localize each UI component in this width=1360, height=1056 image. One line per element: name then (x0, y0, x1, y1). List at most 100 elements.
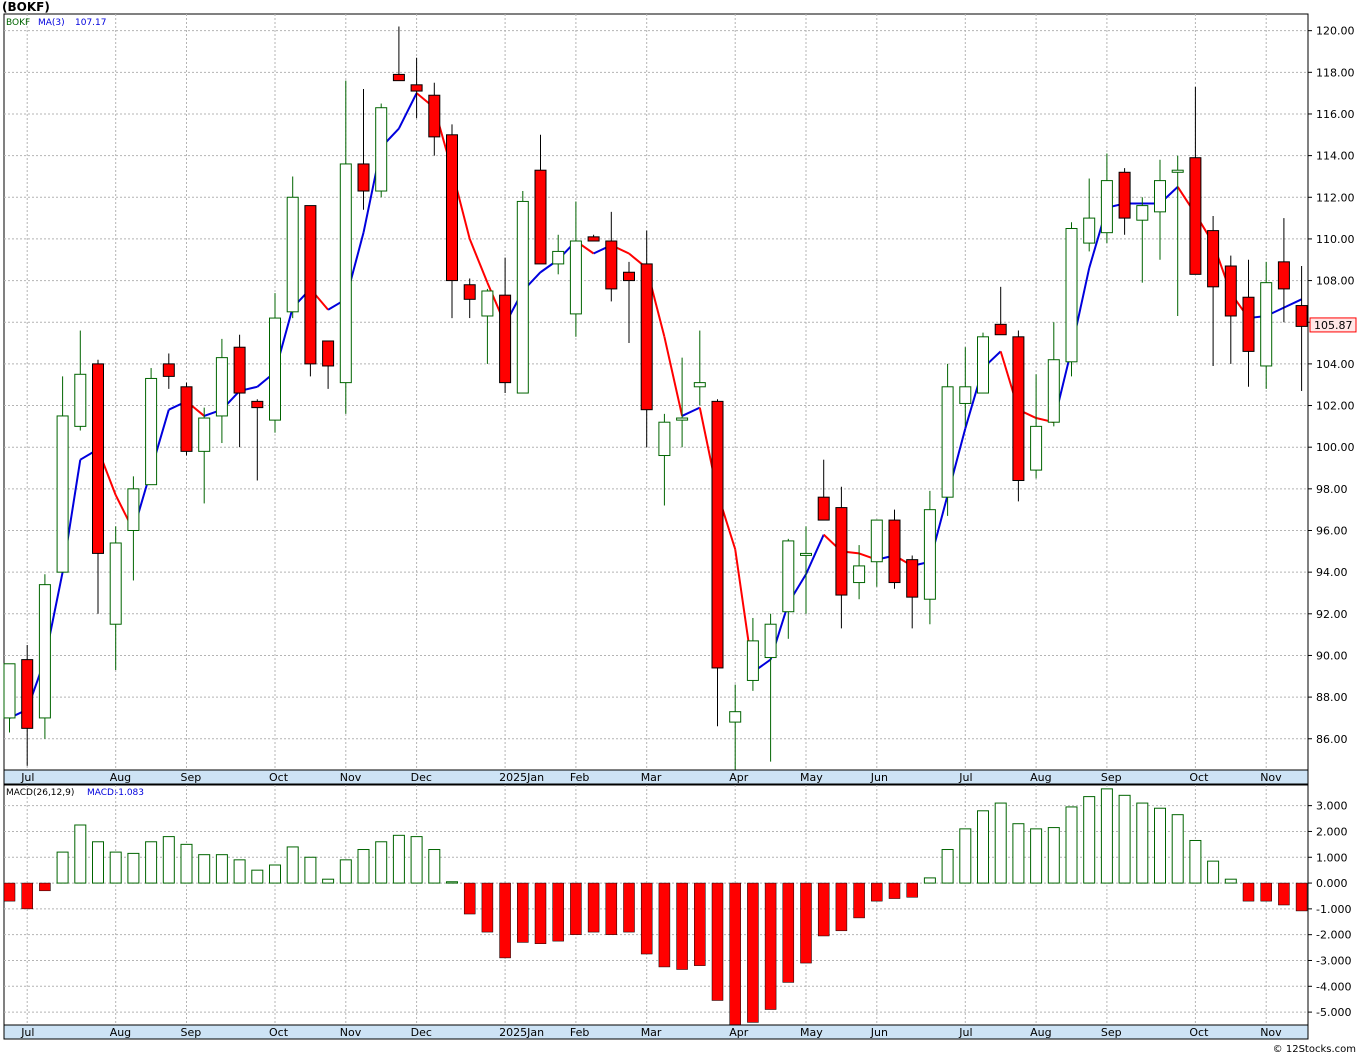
macd-month-band (3, 1024, 1309, 1040)
macd-grid (4, 785, 1308, 1025)
candle-body (392, 73, 405, 82)
candle-body (941, 386, 954, 498)
price-month-band (3, 769, 1309, 785)
candle-body (251, 400, 264, 409)
macd-bar (977, 810, 989, 884)
candle-body (1207, 230, 1220, 288)
price-tick-label: 104.00 (1316, 358, 1355, 371)
candle (711, 399, 724, 727)
macd-bar (74, 824, 87, 884)
month-label: Aug (110, 771, 131, 784)
macd-bar (269, 864, 281, 884)
candle-body (853, 565, 866, 584)
candle-body (1242, 296, 1255, 352)
macd-bar (1260, 882, 1272, 902)
macd-bar (1030, 828, 1043, 884)
candle-body (994, 323, 1007, 336)
month-label: May (800, 1026, 823, 1039)
candle (38, 574, 51, 739)
candle-body (269, 317, 281, 421)
macd-bar (1242, 882, 1255, 902)
macd-tick-label: -3.000 (1316, 954, 1351, 967)
price-tick-label: 118.00 (1316, 66, 1355, 79)
macd-tick-label: -1.000 (1316, 903, 1351, 916)
macd-tick-label: 3.000 (1316, 800, 1348, 813)
macd-tick-label: 0.000 (1316, 877, 1348, 890)
candle (569, 201, 582, 337)
candle-body (463, 284, 476, 300)
candle (304, 205, 317, 377)
candle-body (623, 271, 635, 282)
candle (746, 617, 759, 691)
candle (1100, 153, 1113, 244)
candle (392, 26, 405, 82)
candle (888, 509, 901, 589)
candle (1224, 255, 1237, 364)
ma-segment (663, 336, 684, 417)
macd-bar (711, 882, 724, 1001)
candle (1065, 222, 1078, 377)
candle-body (92, 363, 104, 554)
candle (410, 57, 423, 119)
candle (959, 347, 972, 427)
price-tick-label: 86.00 (1316, 733, 1348, 746)
ma-segment (681, 406, 701, 417)
macd-bar (1083, 796, 1096, 884)
price-tick-label: 114.00 (1316, 150, 1355, 163)
candle-body (38, 584, 51, 719)
candle-body (198, 417, 211, 452)
month-label: Oct (1189, 1026, 1209, 1039)
macd-bar (21, 882, 33, 910)
macd-bar (127, 852, 140, 884)
macd-bar (994, 802, 1007, 884)
month-label: Sep (181, 1026, 202, 1039)
candle-body (746, 640, 759, 681)
legend-ma-value: 107.17 (75, 18, 107, 28)
candle-body (1171, 169, 1184, 173)
candle-body (516, 200, 529, 394)
candle-body (21, 659, 34, 729)
macd-bar (3, 882, 16, 902)
candle-body (534, 169, 547, 265)
candle (162, 353, 175, 389)
candle-body (693, 382, 706, 388)
candle-body (1030, 425, 1043, 471)
month-label: Dec (411, 771, 432, 784)
price-tick-label: 100.00 (1316, 441, 1355, 454)
candle-body (56, 415, 69, 573)
price-tick-label: 98.00 (1316, 483, 1348, 496)
price-tick-label: 92.00 (1316, 608, 1348, 621)
macd-bar (109, 851, 122, 884)
candle (658, 413, 671, 506)
month-label: Dec (411, 1026, 432, 1039)
candle (552, 234, 565, 275)
candle (817, 459, 830, 521)
month-label: Nov (1260, 771, 1282, 784)
macd-tick-label: -5.000 (1316, 1006, 1351, 1019)
candle (676, 357, 689, 448)
macd-bar (517, 882, 529, 943)
month-label: Apr (729, 771, 749, 784)
macd-bar (694, 882, 706, 966)
month-label: 2025Jan (499, 1026, 544, 1039)
month-label: Jul (958, 771, 972, 784)
month-label: Jul (20, 771, 34, 784)
candle-body (446, 134, 458, 282)
candle-body (1083, 217, 1096, 244)
candlesticks (3, 26, 1308, 770)
last-price-box (1309, 317, 1357, 333)
candle-body (1136, 205, 1149, 221)
macd-bar (1207, 860, 1220, 884)
candle (428, 82, 441, 156)
macd-bar (747, 882, 759, 1023)
macd-tick-label: 2.000 (1316, 825, 1348, 838)
candle-body (711, 400, 724, 669)
candle-body (764, 623, 777, 659)
candle (1295, 266, 1308, 391)
month-label: Nov (340, 771, 362, 784)
candle (782, 538, 795, 639)
macd-bar (676, 882, 688, 970)
candle (233, 334, 246, 448)
month-label: Jun (870, 771, 888, 784)
candle (729, 684, 742, 770)
